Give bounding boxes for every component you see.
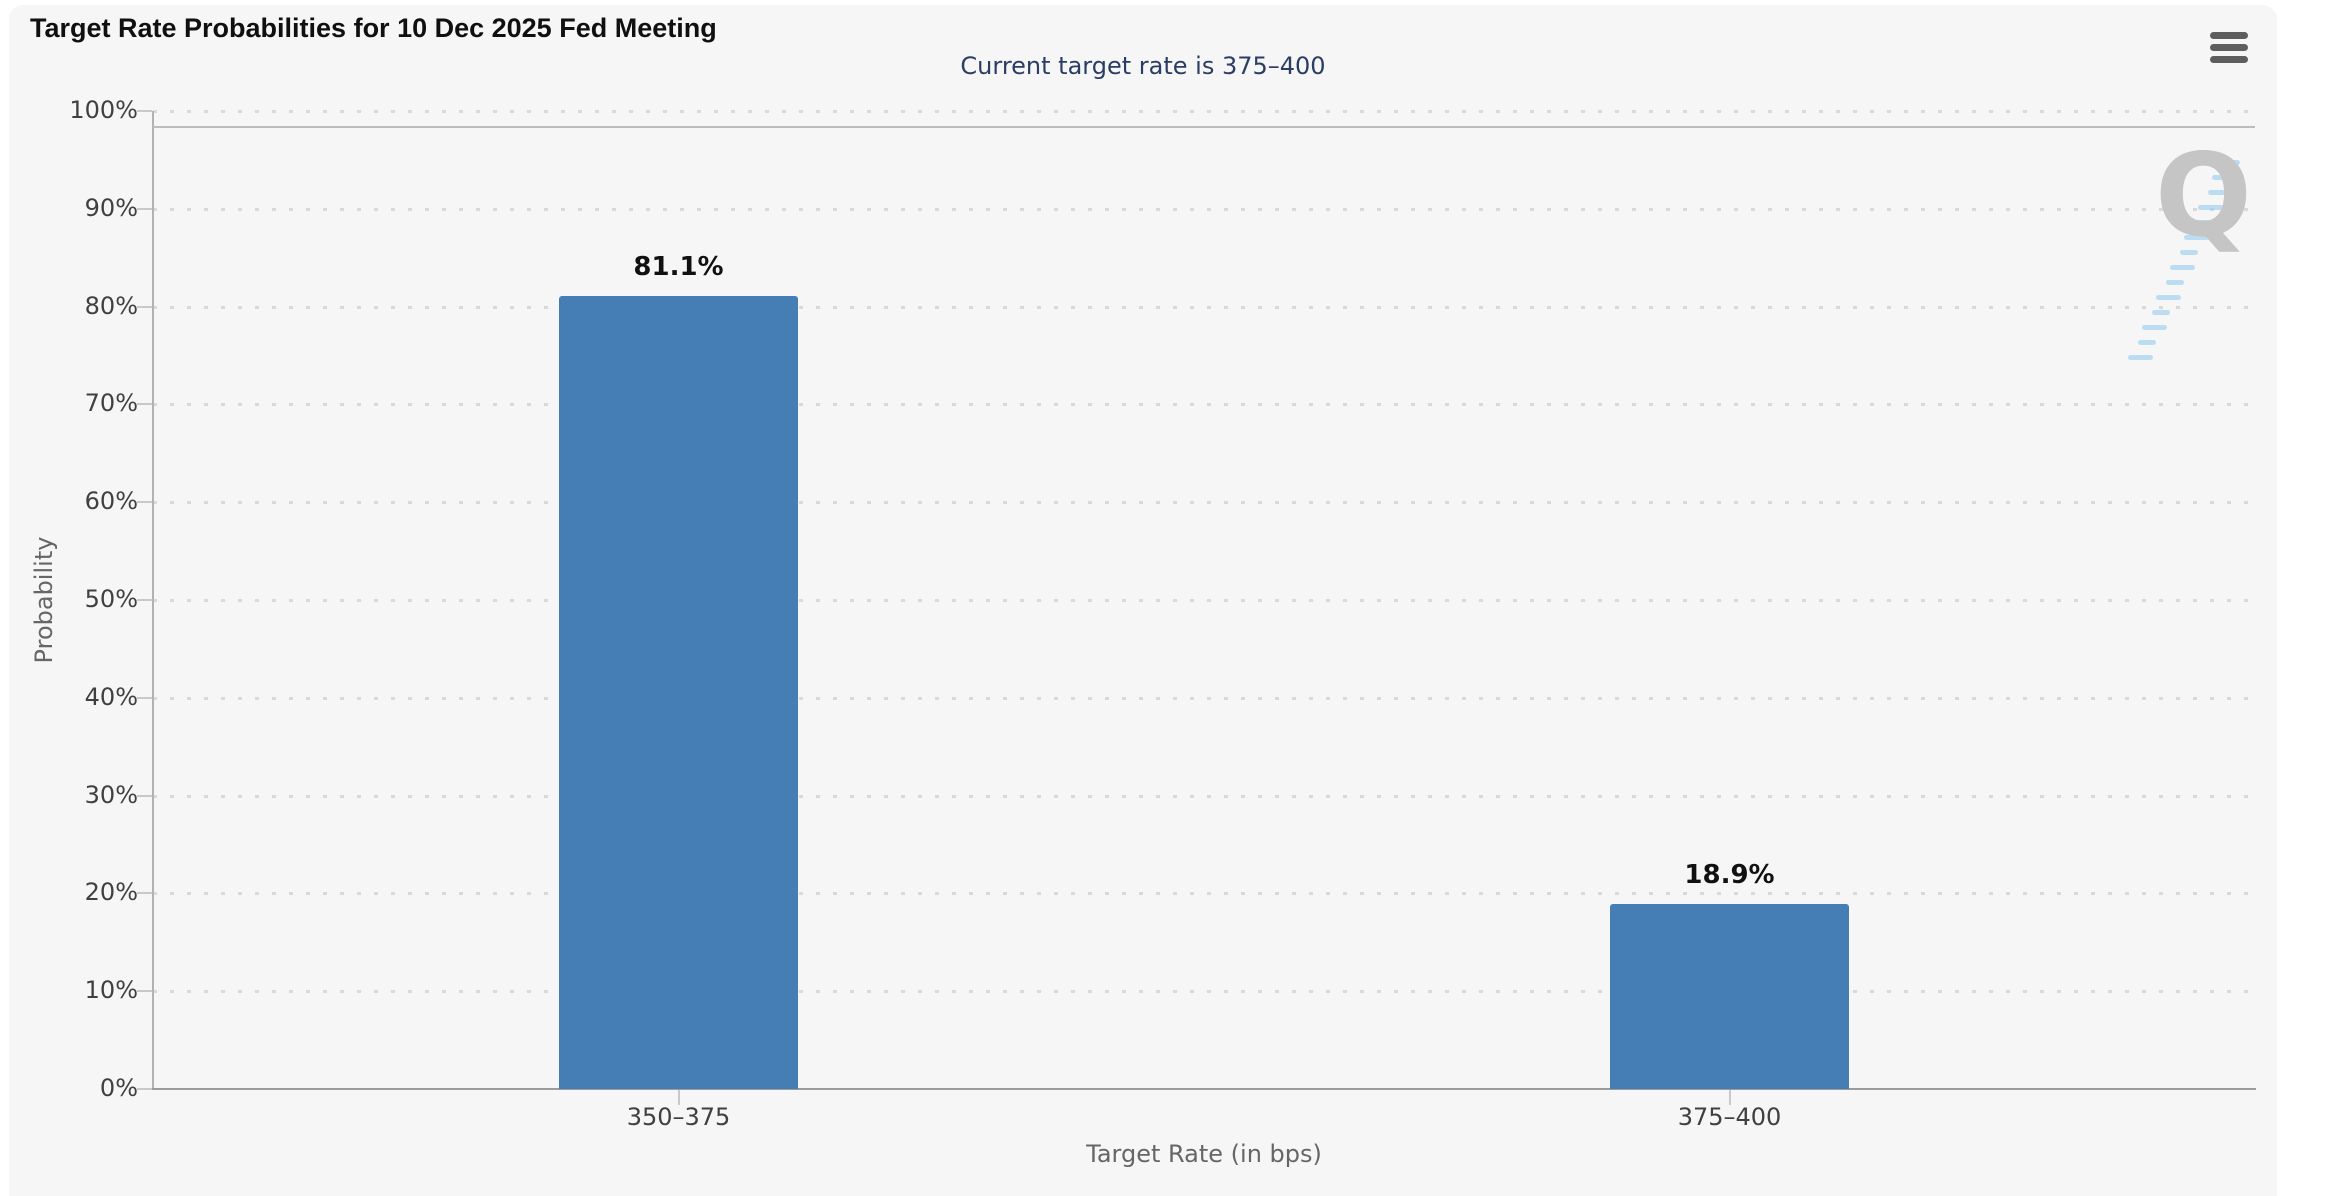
- y-axis-tick: [137, 110, 152, 112]
- y-axis-tick: [137, 1088, 152, 1090]
- watermark-q-letter: Q: [2155, 129, 2252, 262]
- y-axis-tick-label: 30%: [84, 780, 138, 809]
- y-gridline: [153, 794, 2255, 798]
- watermark-stripe: [2208, 190, 2226, 195]
- x-axis-line: [152, 1088, 2256, 1090]
- y-axis-tick-label: 80%: [84, 291, 138, 320]
- y-axis-tick-label: 10%: [84, 976, 138, 1005]
- watermark-stripe: [2180, 250, 2198, 255]
- y-axis-tick: [137, 794, 152, 797]
- y-gridline: [153, 892, 2255, 896]
- y-gridline: [153, 501, 2255, 505]
- y-axis-tick-label: 60%: [84, 487, 138, 516]
- watermark-stripe: [2155, 295, 2181, 300]
- y-gridline: [153, 305, 2255, 309]
- y-gridline: [153, 207, 2255, 211]
- watermark-stripe: [2141, 325, 2167, 330]
- y-gridline: [153, 990, 2255, 994]
- hamburger-menu-icon: [2210, 56, 2248, 63]
- y-axis-tick: [137, 207, 152, 210]
- y-gridline: [153, 599, 2255, 602]
- watermark-stripe: [2169, 265, 2195, 270]
- watermark-stripe: [2152, 310, 2170, 315]
- hamburger-menu-icon: [2210, 44, 2248, 51]
- plot-upper-border-line: [153, 126, 2255, 128]
- x-axis-title: Target Rate (in bps): [1086, 1140, 1322, 1168]
- y-axis-tick: [137, 696, 152, 699]
- y-axis-tick: [137, 403, 152, 406]
- bar-350–375[interactable]: [559, 295, 798, 1089]
- y-axis-tick: [137, 990, 152, 993]
- chart-title: Target Rate Probabilities for 10 Dec 202…: [30, 13, 717, 43]
- y-axis-tick: [137, 501, 152, 504]
- watermark-stripe: [2211, 175, 2237, 180]
- y-gridline: [153, 696, 2255, 700]
- y-axis-line: [152, 111, 154, 1089]
- x-axis-tick: [677, 1090, 680, 1105]
- y-axis-tick-label: 0%: [99, 1074, 138, 1102]
- watermark-stripe: [2127, 355, 2153, 360]
- x-axis-tick: [1728, 1090, 1731, 1105]
- y-axis-tick-label: 90%: [84, 193, 138, 222]
- chart-subtitle: Current target rate is 375–400: [960, 52, 1326, 80]
- watermark-stripe: [2183, 235, 2209, 240]
- y-axis-tick-label: 70%: [84, 389, 138, 418]
- bar-value-label: 18.9%: [1684, 860, 1775, 891]
- y-axis-tick-label: 20%: [84, 878, 138, 907]
- bar-value-label: 81.1%: [633, 251, 724, 282]
- y-axis-tick-label: 40%: [84, 682, 138, 711]
- hamburger-menu-icon: [2210, 32, 2248, 39]
- chart-context-menu-button[interactable]: [2201, 21, 2259, 71]
- watermark-stripe: [2166, 280, 2184, 285]
- watermark-stripe: [2197, 205, 2223, 210]
- watermark-stripe: [2138, 340, 2156, 345]
- y-axis-tick: [137, 892, 152, 895]
- x-axis-category-label: 350–375: [626, 1103, 731, 1131]
- y-gridline: [153, 110, 2255, 113]
- y-axis-tick-label: 100%: [69, 96, 138, 124]
- y-axis-tick: [137, 305, 152, 308]
- fedwatch-chart-container: Target Rate Probabilities for 10 Dec 202…: [9, 5, 2277, 1196]
- watermark-stripe: [2194, 220, 2212, 225]
- bar-375–400[interactable]: [1610, 904, 1849, 1089]
- y-axis-tick: [137, 599, 152, 601]
- x-axis-category-label: 375–400: [1677, 1103, 1782, 1131]
- y-gridline: [153, 403, 2255, 407]
- y-axis-tick-label: 50%: [84, 585, 138, 613]
- watermark-stripe: [2222, 160, 2240, 165]
- y-axis-title: Probability: [30, 536, 58, 664]
